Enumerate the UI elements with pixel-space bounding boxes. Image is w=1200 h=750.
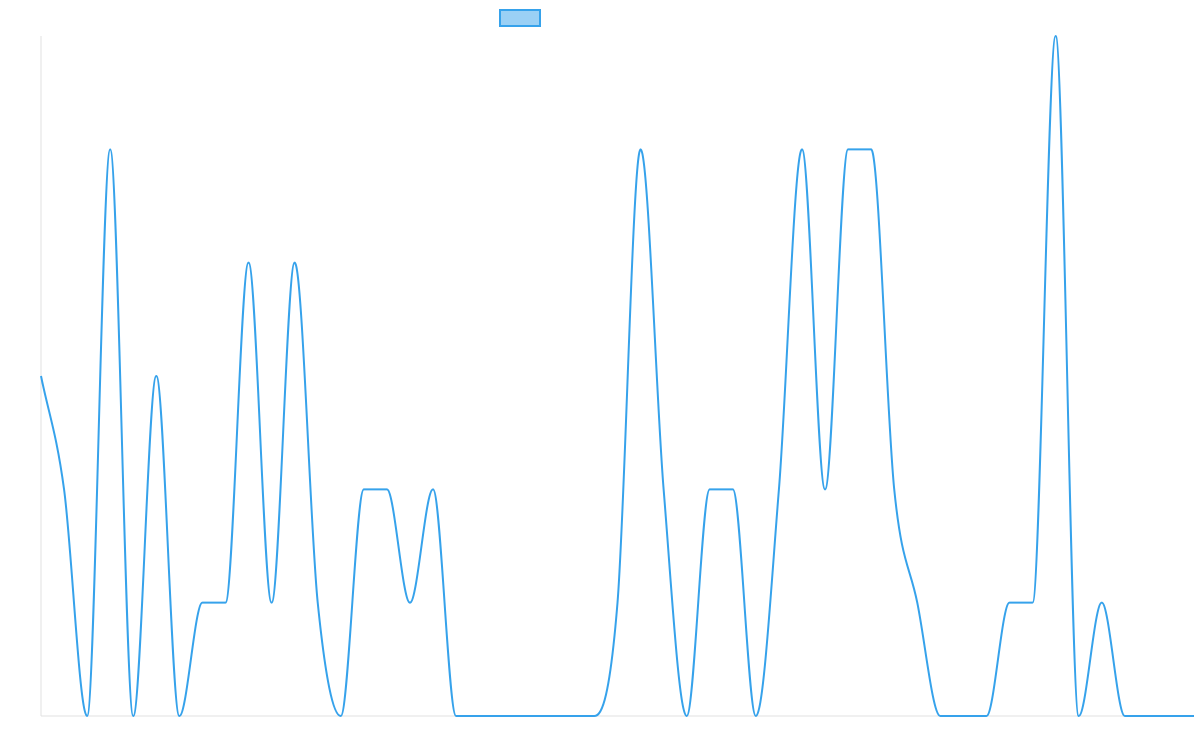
legend-swatch[interactable]: [499, 9, 541, 27]
series-line: [40, 34, 1194, 718]
legend[interactable]: [499, 9, 541, 27]
